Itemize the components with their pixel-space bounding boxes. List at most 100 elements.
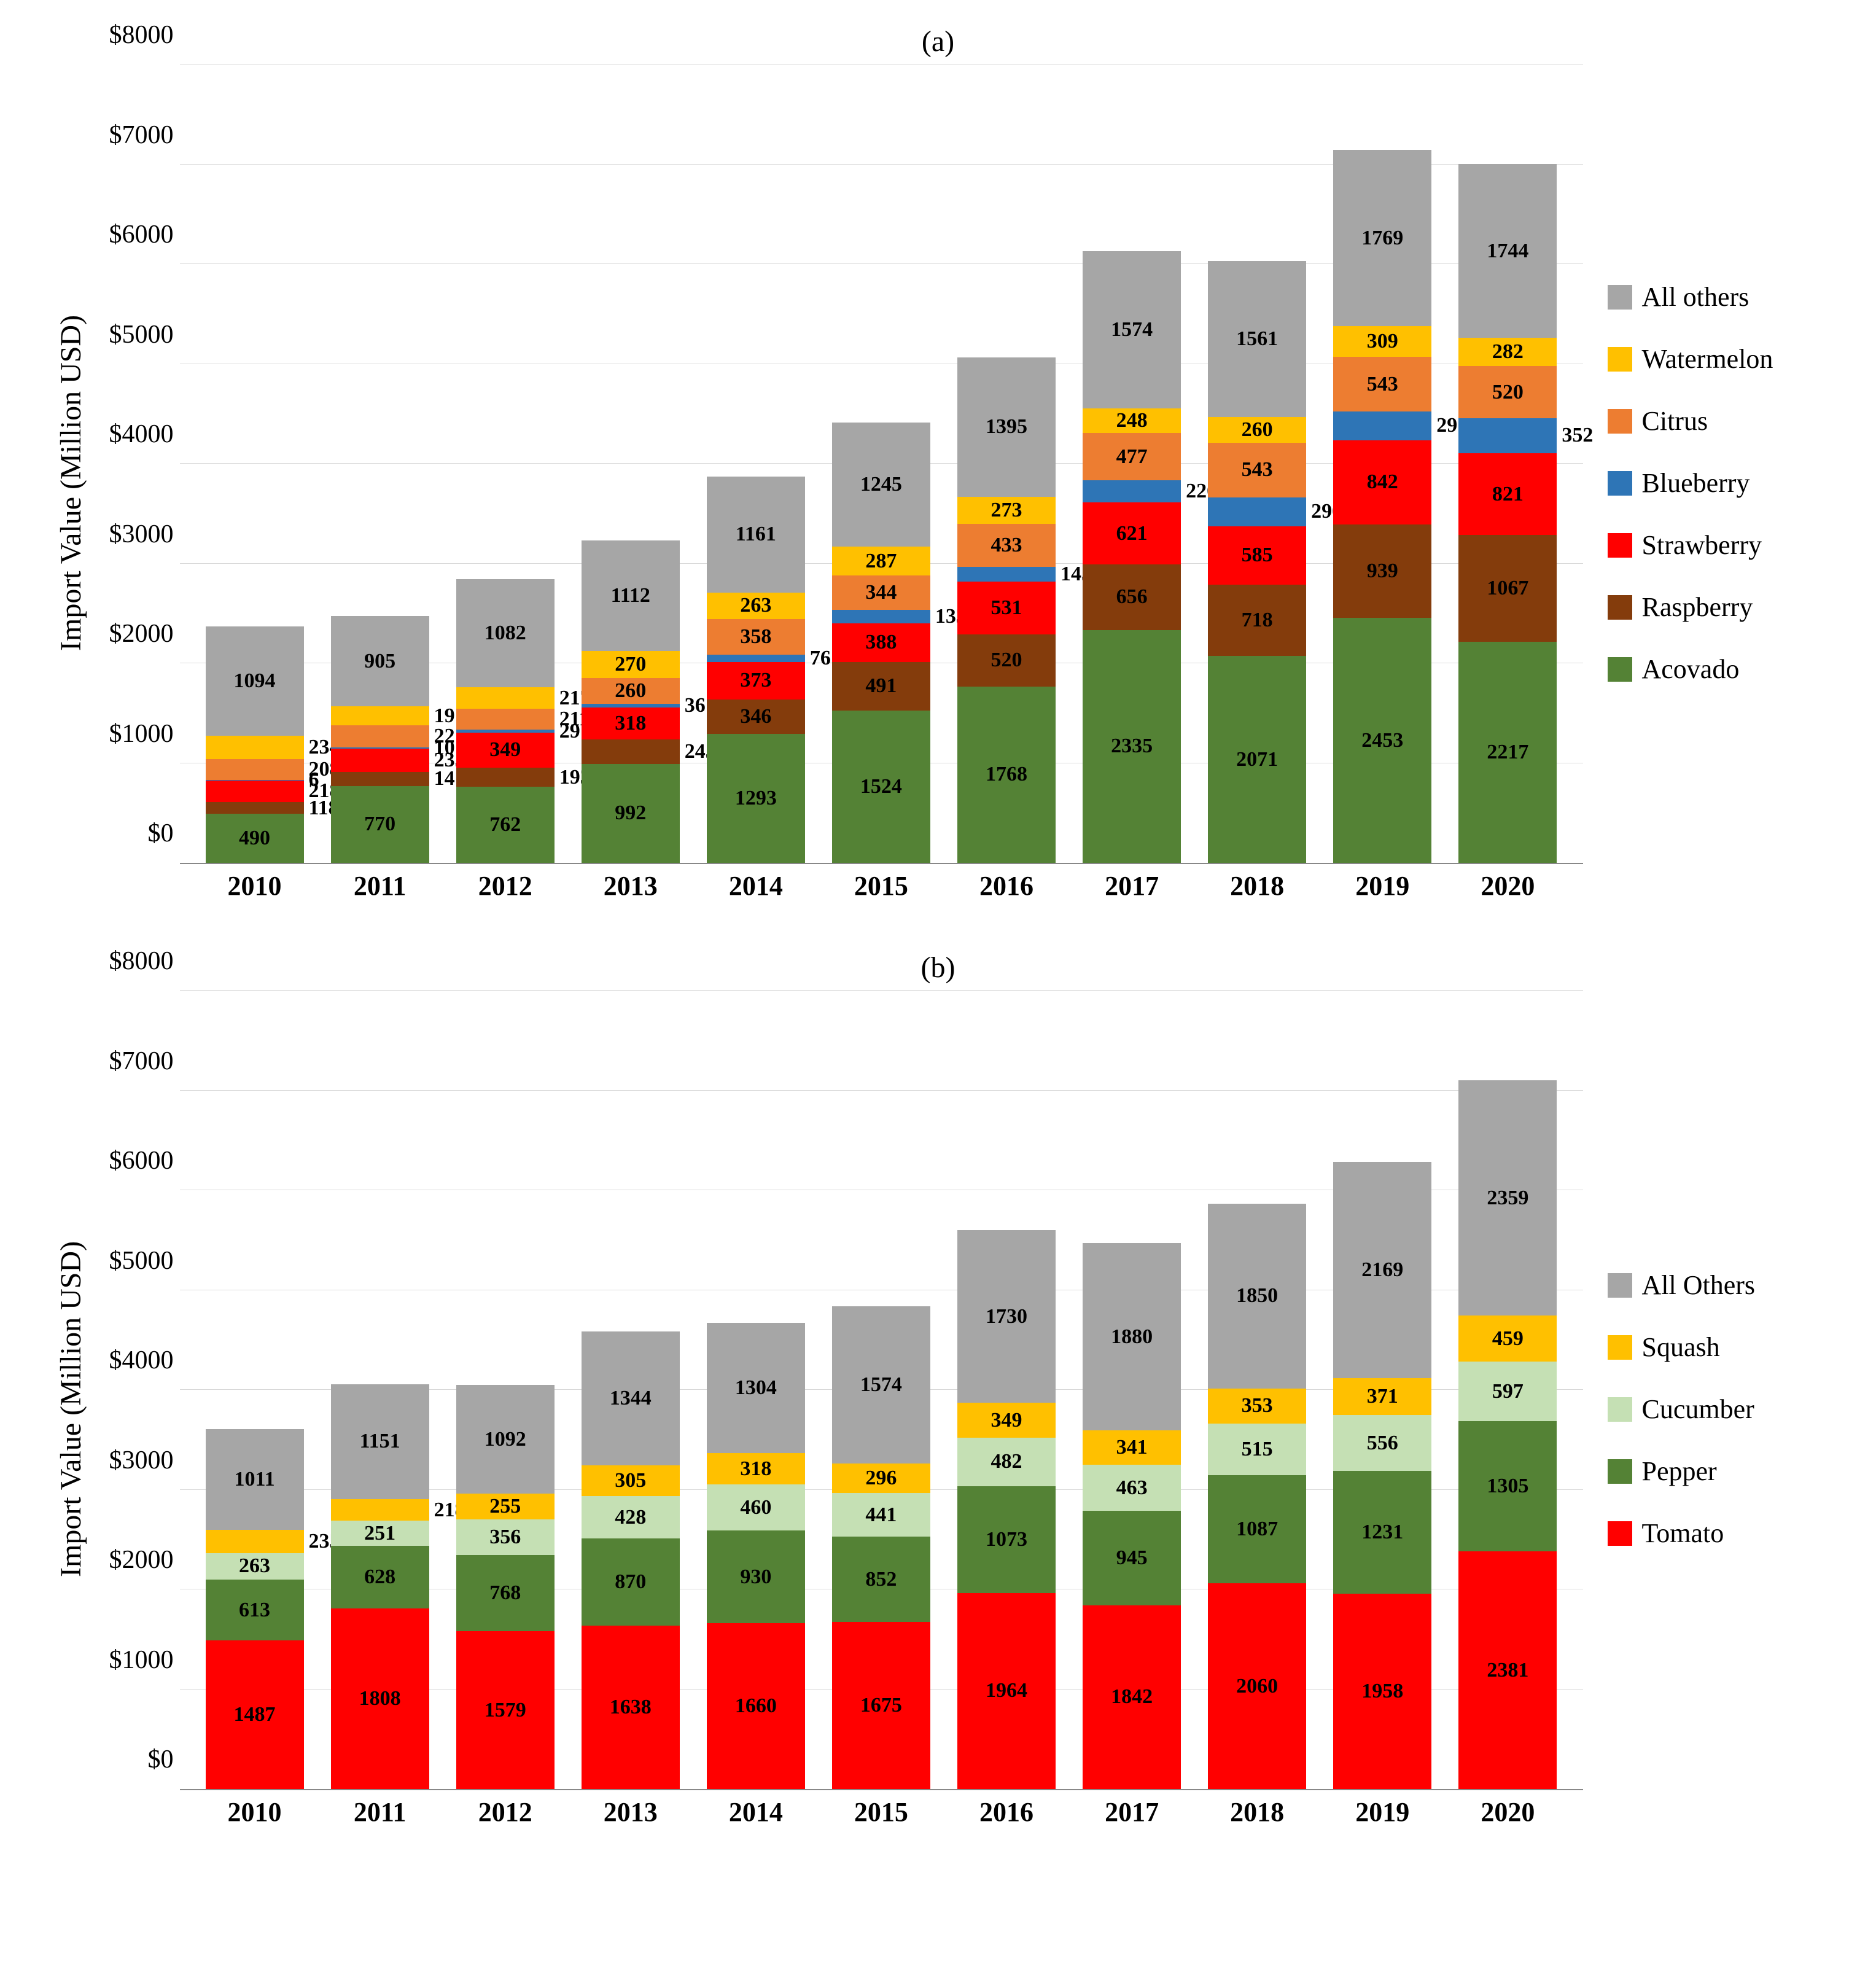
bar-column: 206010875153531850: [1208, 1204, 1306, 1789]
bar-segment-all-others: 1730: [957, 1230, 1056, 1403]
bar-column: 23356566212204772481574: [1083, 251, 1181, 863]
bar-segment-strawberry: 585: [1208, 526, 1306, 585]
bar-segment-blueberry: 220: [1083, 480, 1181, 502]
segment-value-label: 2169: [1361, 1258, 1403, 1282]
y-tick-column: [88, 991, 180, 1828]
legend-label: Blueberry: [1642, 467, 1750, 499]
bar-segment-strawberry: 235: [331, 749, 429, 772]
segment-value-label: 1880: [1111, 1325, 1153, 1349]
bar-segment-blueberry: 36: [582, 704, 680, 707]
segment-value-label: 1850: [1236, 1284, 1278, 1308]
segment-value-label: 371: [1367, 1385, 1398, 1408]
legend-item: Cucumber: [1608, 1393, 1829, 1425]
bar-segment-acovado: 2453: [1333, 618, 1431, 863]
segment-value-label: 441: [865, 1503, 897, 1527]
legend-label: Pepper: [1642, 1456, 1717, 1487]
legend-swatch: [1608, 1459, 1632, 1484]
bar-segment-strawberry: 621: [1083, 502, 1181, 564]
legend-item: All Others: [1608, 1269, 1829, 1301]
bar-segment-cucumber: 356: [456, 1519, 555, 1555]
segment-value-label: 1073: [986, 1528, 1027, 1551]
bar-segment-watermelon: 263: [707, 593, 805, 619]
y-tick-label: $5000: [88, 320, 174, 349]
bar-segment-all-others: 1112: [582, 540, 680, 652]
segment-value-label: 2335: [1111, 735, 1153, 758]
segment-value-label: 543: [1242, 458, 1273, 481]
y-tick-label: $8000: [88, 20, 174, 50]
bar-column: 1293346373763582631161: [707, 477, 805, 863]
bar-segment-tomato: 1842: [1083, 1605, 1181, 1789]
segment-value-label: 248: [1116, 409, 1148, 432]
panel-label: (a): [48, 25, 1829, 58]
chart-area: Import Value (Million USD)$0$1000$2000$3…: [48, 64, 1829, 902]
y-tick-label: $1000: [88, 719, 174, 749]
segment-value-label: 656: [1116, 585, 1148, 609]
panel-label: (b): [48, 951, 1829, 984]
bar-segment-all-others: 1850: [1208, 1204, 1306, 1389]
legend-swatch: [1608, 1397, 1632, 1422]
bar-segment-citrus: 543: [1333, 357, 1431, 411]
bar-segment-strawberry: 373: [707, 662, 805, 700]
segment-value-label: 353: [1242, 1394, 1273, 1417]
bar-segment-squash: 371: [1333, 1378, 1431, 1415]
bar-column: 24539398422915433091769: [1333, 150, 1431, 863]
legend-swatch: [1608, 1335, 1632, 1360]
bar-segment-strawberry: 531: [957, 582, 1056, 634]
bar-segment-squash: 305: [582, 1465, 680, 1496]
bar-segment-watermelon: 191: [331, 706, 429, 725]
legend-item: Raspberry: [1608, 591, 1829, 623]
bar-segment-citrus: 260: [582, 678, 680, 704]
legend-label: Strawberry: [1642, 529, 1762, 561]
bar-segment-all-others: 1161: [707, 477, 805, 593]
x-tick-label: 2010: [206, 1796, 304, 1828]
segment-value-label: 520: [991, 649, 1022, 672]
bar-segment-blueberry: 10: [331, 747, 429, 749]
y-tick-label: $3000: [88, 520, 174, 549]
bar-segment-acovado: 2335: [1083, 630, 1181, 863]
bar-segment-blueberry: 6: [206, 780, 304, 781]
segment-value-label: 628: [364, 1565, 395, 1589]
bar-segment-all-others: 2169: [1333, 1162, 1431, 1378]
bar-segment-all-others: 905: [331, 616, 429, 706]
gridline: [180, 1090, 1583, 1091]
bar-column: 49011821862082341094: [206, 626, 304, 863]
bar-segment-pepper: 870: [582, 1538, 680, 1625]
bar-column: 15797683562551092: [456, 1385, 555, 1789]
bar-column: 17685205311454332731395: [957, 357, 1056, 863]
bar-segment-blueberry: 352: [1458, 418, 1557, 453]
bar-segment-squash: 353: [1208, 1389, 1306, 1424]
segment-value-label: 597: [1492, 1380, 1524, 1403]
segment-value-label: 318: [740, 1457, 771, 1481]
segment-value-label: 2359: [1487, 1187, 1528, 1210]
segment-value-label: 373: [740, 669, 771, 692]
segment-value-label: 309: [1367, 330, 1398, 353]
bar-segment-pepper: 628: [331, 1546, 429, 1608]
bar-segment-citrus: 221: [331, 725, 429, 747]
legend-item: Strawberry: [1608, 529, 1829, 561]
bar-column: 18086282512181151: [331, 1384, 429, 1789]
segment-value-label: 585: [1242, 544, 1273, 567]
bar-segment-squash: 218: [331, 1499, 429, 1521]
bar-segment-citrus: 477: [1083, 433, 1181, 481]
segment-value-label: 1395: [986, 415, 1027, 438]
segment-value-label: 433: [991, 534, 1022, 557]
legend-item: Blueberry: [1608, 467, 1829, 499]
bar-segment-raspberry: 520: [957, 634, 1056, 687]
bar-segment-acovado: 490: [206, 814, 304, 863]
x-labels-row: 2010201120122013201420152016201720182019…: [180, 1790, 1583, 1828]
segment-value-label: 945: [1116, 1546, 1148, 1570]
bar-segment-pepper: 1073: [957, 1486, 1056, 1593]
bar-segment-squash: 296: [832, 1464, 930, 1493]
segment-value-label: 344: [865, 581, 897, 604]
segment-value-label: 1231: [1361, 1521, 1403, 1544]
bar-segment-raspberry: 118: [206, 802, 304, 814]
bar-segment-cucumber: 441: [832, 1493, 930, 1537]
x-tick-label: 2012: [456, 870, 555, 902]
segment-value-label: 260: [615, 679, 646, 703]
bar-column: 196410734823491730: [957, 1230, 1056, 1789]
bar-segment-pepper: 1087: [1208, 1475, 1306, 1584]
segment-value-label: 251: [364, 1522, 395, 1545]
bar-column: 16758524412961574: [832, 1306, 930, 1789]
bar-segment-all-others: 1304: [707, 1323, 805, 1453]
segment-value-label: 821: [1492, 483, 1524, 506]
